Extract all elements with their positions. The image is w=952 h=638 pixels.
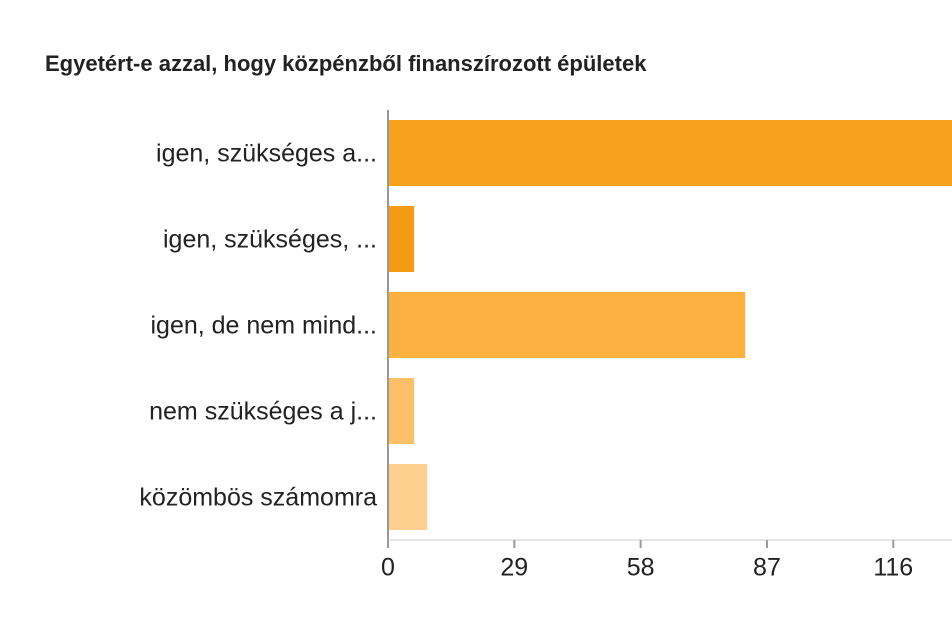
x-tick-label: 58	[627, 554, 655, 582]
bar	[388, 378, 415, 444]
x-tick-label: 116	[873, 554, 913, 582]
bar	[388, 292, 746, 358]
x-tick-label: 0	[381, 554, 395, 582]
y-tick-label: igen, de nem mind...	[150, 312, 377, 340]
y-tick-label: igen, szükséges, ...	[163, 226, 377, 254]
y-tick-label: igen, szükséges a...	[156, 140, 377, 168]
x-tick-label: 29	[500, 554, 528, 582]
chart-title: Egyetért-e azzal, hogy közpénzből finans…	[45, 51, 647, 76]
bar	[388, 120, 952, 186]
y-tick-label: nem szükséges a j...	[149, 398, 377, 426]
bar	[388, 206, 415, 272]
bar	[388, 464, 428, 530]
x-tick-label: 87	[753, 554, 781, 582]
y-tick-label: közömbös számomra	[139, 484, 377, 512]
